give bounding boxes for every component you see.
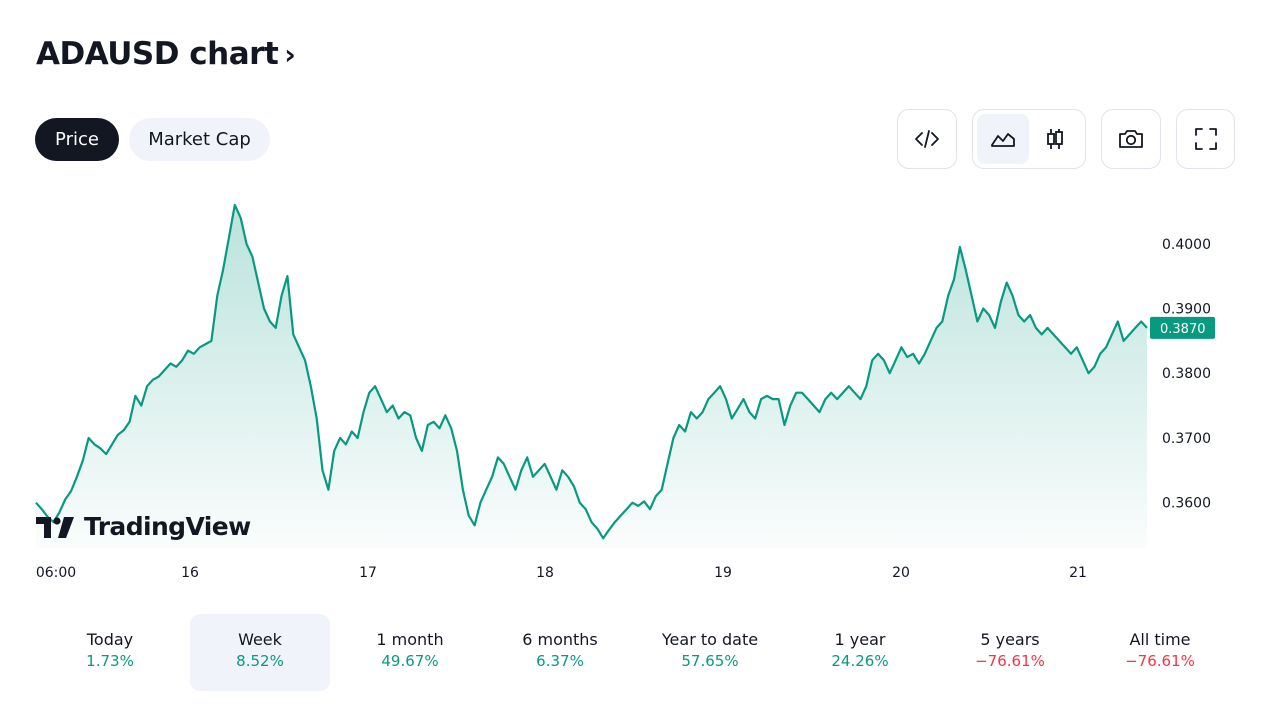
chevron-right-icon: ›: [284, 37, 296, 71]
last-price-badge: [1150, 316, 1215, 339]
candlestick-icon: [1047, 129, 1063, 149]
last-price-label: 0.3870: [1150, 316, 1215, 339]
period-change-value: 24.26%: [831, 652, 889, 670]
fullscreen-icon: [1194, 128, 1217, 150]
period-change-value: 6.37%: [536, 652, 584, 670]
performance-period[interactable]: Today 1.73%: [40, 614, 180, 691]
period-label: All time: [1129, 630, 1191, 649]
camera-icon: [1119, 130, 1143, 148]
period-label: Week: [238, 630, 282, 649]
tradingview-logo: TradingView: [36, 512, 251, 541]
area-chart-button[interactable]: [977, 114, 1029, 164]
price-toggle-button[interactable]: Price: [35, 118, 119, 161]
x-tick-label: 18: [536, 565, 554, 581]
chart-title-link[interactable]: ADAUSD chart ›: [36, 36, 296, 72]
tradingview-logo-icon: [36, 516, 74, 538]
performance-period[interactable]: 1 year 24.26%: [790, 614, 930, 691]
y-tick-label: 0.3600: [1162, 496, 1211, 512]
performance-period[interactable]: 1 month 49.67%: [340, 614, 480, 691]
last-price-value: 0.3870: [1160, 322, 1206, 337]
x-tick-label: 16: [181, 565, 199, 581]
price-area-fill: [36, 204, 1147, 548]
performance-period[interactable]: Week 8.52%: [190, 614, 330, 691]
candlestick-button[interactable]: [1029, 114, 1081, 164]
area-chart-icon: [991, 133, 1015, 147]
period-change-value: −76.61%: [1125, 652, 1195, 670]
y-tick-label: 0.4000: [1162, 237, 1211, 253]
period-label: Year to date: [661, 630, 759, 649]
period-change-value: −76.61%: [975, 652, 1045, 670]
x-tick-label: 17: [359, 565, 377, 581]
x-tick-label: 20: [892, 565, 910, 581]
period-label: 6 months: [522, 630, 598, 649]
x-tick-label: 06:00: [36, 565, 76, 581]
period-label: 1 year: [834, 630, 886, 649]
fullscreen-group: [1176, 109, 1235, 169]
period-change-value: 57.65%: [681, 652, 739, 670]
period-change-value: 49.67%: [381, 652, 439, 670]
embed-group: [897, 109, 957, 169]
y-tick-label: 0.3900: [1162, 302, 1211, 318]
performance-period[interactable]: Year to date 57.65%: [640, 614, 780, 691]
market-cap-toggle-button[interactable]: Market Cap: [129, 118, 270, 161]
period-label: Today: [86, 630, 134, 649]
x-tick-label: 19: [714, 565, 732, 581]
period-label: 1 month: [376, 630, 444, 649]
performance-period[interactable]: All time −76.61%: [1090, 614, 1230, 691]
y-tick-label: 0.3700: [1162, 431, 1211, 447]
chart-style-group: [972, 109, 1086, 169]
performance-period[interactable]: 6 months 6.37%: [490, 614, 630, 691]
tradingview-wordmark: TradingView: [84, 512, 251, 541]
x-axis: 06:00 16 17 18 19 20 21: [36, 565, 1087, 581]
price-chart[interactable]: 0.4000 0.3900 0.3800 0.3700 0.3600 06:00 16 17…: [0, 180, 1280, 590]
price-series-line: [35, 203, 1148, 540]
snapshot-group: [1101, 109, 1161, 169]
fullscreen-button[interactable]: [1180, 114, 1232, 164]
period-change-value: 8.52%: [236, 652, 284, 670]
y-axis: 0.4000 0.3900 0.3800 0.3700 0.3600: [1162, 237, 1211, 512]
performance-period[interactable]: 5 years −76.61%: [940, 614, 1080, 691]
page-title: ADAUSD chart: [36, 36, 279, 72]
snapshot-button[interactable]: [1105, 114, 1157, 164]
embed-code-button[interactable]: [901, 114, 953, 164]
period-label: 5 years: [980, 630, 1040, 649]
x-tick-label: 21: [1069, 565, 1087, 581]
embed-code-icon: [915, 130, 939, 148]
period-change-value: 1.73%: [86, 652, 134, 670]
y-tick-label: 0.3800: [1162, 366, 1211, 382]
